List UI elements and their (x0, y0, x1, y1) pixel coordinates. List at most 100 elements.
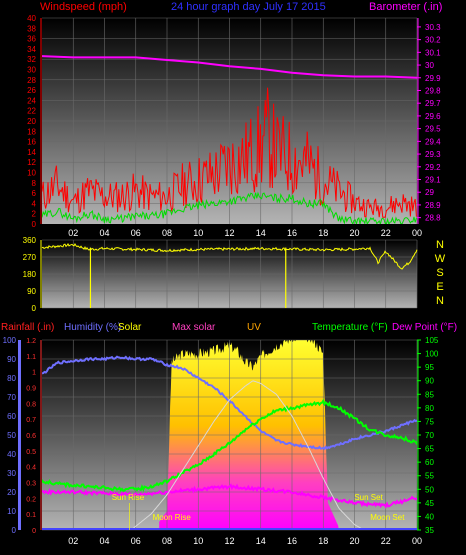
temp-time-tick-label: 16 (287, 536, 297, 546)
moon-set-label: Moon Set (370, 513, 405, 522)
windspeed-tick-label: 0 (32, 220, 37, 229)
windspeed-tick-label: 32 (27, 55, 36, 64)
windspeed-tick-label: 38 (27, 24, 36, 33)
temp-time-tick-label: 12 (224, 536, 234, 546)
wind-time-tick-label: 06 (131, 228, 141, 238)
windspeed-tick-label: 26 (27, 86, 36, 95)
barometer-tick-label: 29.3 (425, 150, 441, 159)
windspeed-axis-label: Windspeed (mph) (40, 1, 127, 13)
barometer-series-line (42, 55, 417, 79)
wind-time-tick-label: 04 (99, 228, 109, 238)
humidity-axis-bar (18, 340, 21, 530)
humidity-tick-label: 80 (7, 374, 16, 383)
wind-time-tick-label: 14 (256, 228, 266, 238)
direction-series-line (41, 242, 418, 270)
windspeed-tick-label: 40 (27, 14, 36, 23)
temperature-legend-label: Temperature (°F) (312, 322, 388, 333)
rainfall-tick-label: 1 (32, 370, 36, 377)
rainfall-tick-label: 0.4 (26, 465, 36, 472)
temp-time-tick-label: 02 (68, 536, 78, 546)
windspeed-tick-label: 16 (27, 138, 36, 147)
temp-time-tick-label: 10 (193, 536, 203, 546)
barometer-tick-label: 29.9 (425, 74, 441, 83)
barometer-tick-label: 29.6 (425, 112, 441, 121)
temperature-tick-label: 85 (425, 390, 434, 399)
solar-legend-label: Solar (118, 322, 142, 333)
max-solar-series-line (130, 380, 364, 530)
barometer-tick-label: 30.3 (425, 23, 441, 32)
wind-time-tick-label: 22 (381, 228, 391, 238)
rainfall-tick-label: 0.9 (26, 386, 36, 393)
barometer-tick-label: 30.2 (425, 36, 441, 45)
compass-label: N (436, 295, 444, 307)
rainfall-tick-label: 0.2 (26, 496, 36, 503)
wind-time-tick-label: 20 (349, 228, 359, 238)
humidity-legend-label: Humidity (%) (64, 322, 121, 333)
compass-label: W (435, 253, 446, 265)
barometer-tick-label: 29.5 (425, 125, 441, 134)
wind-time-tick-label: 08 (162, 228, 172, 238)
dew-point-legend-label: Dew Point (°F) (392, 322, 457, 333)
temperature-tick-label: 95 (425, 363, 434, 372)
temp-time-tick-label: 04 (99, 536, 109, 546)
humidity-tick-label: 100 (3, 336, 17, 345)
humidity-tick-label: 50 (7, 431, 16, 440)
direction-tick-label: 90 (27, 287, 36, 296)
windspeed-tick-label: 2 (32, 210, 37, 219)
humidity-tick-label: 60 (7, 412, 16, 421)
barometer-tick-label: 29 (425, 188, 434, 197)
barometer-tick-label: 28.8 (425, 214, 441, 223)
compass-label: E (436, 281, 443, 293)
temperature-tick-label: 60 (425, 458, 434, 467)
rainfall-tick-label: 0.7 (26, 417, 36, 424)
humidity-tick-label: 10 (7, 507, 16, 516)
temperature-tick-label: 90 (425, 377, 434, 386)
rainfall-legend-label: Rainfall (.in) (1, 322, 54, 333)
sun-set-label: Sun Set (354, 493, 383, 502)
rainfall-tick-label: 1.2 (26, 338, 36, 345)
rainfall-tick-label: 0.1 (26, 512, 36, 519)
temperature-tick-label: 35 (425, 526, 434, 535)
windspeed-tick-label: 18 (27, 127, 36, 136)
windspeed-tick-label: 36 (27, 35, 36, 44)
rainfall-tick-label: 0 (32, 528, 36, 535)
windspeed-tick-label: 24 (27, 96, 36, 105)
direction-tick-label: 180 (23, 270, 37, 279)
windspeed-tick-label: 34 (27, 45, 36, 54)
barometer-tick-label: 30 (425, 61, 434, 70)
rainfall-tick-label: 1.1 (26, 354, 36, 361)
gust-series-line (42, 87, 417, 218)
windspeed-tick-label: 22 (27, 107, 36, 116)
wind-series-line (42, 191, 417, 224)
barometer-tick-label: 29.4 (425, 137, 441, 146)
humidity-tick-label: 90 (7, 355, 16, 364)
chart-title: 24 hour graph day July 17 2015 (171, 1, 326, 13)
compass-label: S (436, 267, 443, 279)
barometer-tick-label: 29.7 (425, 99, 441, 108)
temperature-series-line (42, 398, 417, 492)
temp-time-tick-label: 14 (256, 536, 266, 546)
temp-time-tick-label: 20 (349, 536, 359, 546)
wind-time-tick-label: 18 (318, 228, 328, 238)
windspeed-tick-label: 10 (27, 169, 36, 178)
windspeed-tick-label: 28 (27, 76, 36, 85)
rainfall-tick-label: 0.8 (26, 401, 36, 408)
barometer-axis-label: Barometer (.in) (369, 1, 442, 13)
direction-tick-label: 0 (32, 304, 37, 313)
temp-time-tick-label: 06 (131, 536, 141, 546)
temperature-tick-label: 40 (425, 512, 434, 521)
humidity-tick-label: 70 (7, 393, 16, 402)
windspeed-tick-label: 4 (32, 199, 37, 208)
rainfall-tick-label: 0.5 (26, 449, 36, 456)
temp-time-tick-label: 18 (318, 536, 328, 546)
temp-time-tick-label: 08 (162, 536, 172, 546)
windspeed-tick-label: 12 (27, 158, 36, 167)
temperature-tick-label: 65 (425, 445, 434, 454)
barometer-tick-label: 29.2 (425, 163, 441, 172)
wind-time-tick-label: 16 (287, 228, 297, 238)
uv-legend-label: UV (247, 322, 261, 333)
humidity-tick-label: 20 (7, 488, 16, 497)
rainfall-tick-label: 0.3 (26, 481, 36, 488)
